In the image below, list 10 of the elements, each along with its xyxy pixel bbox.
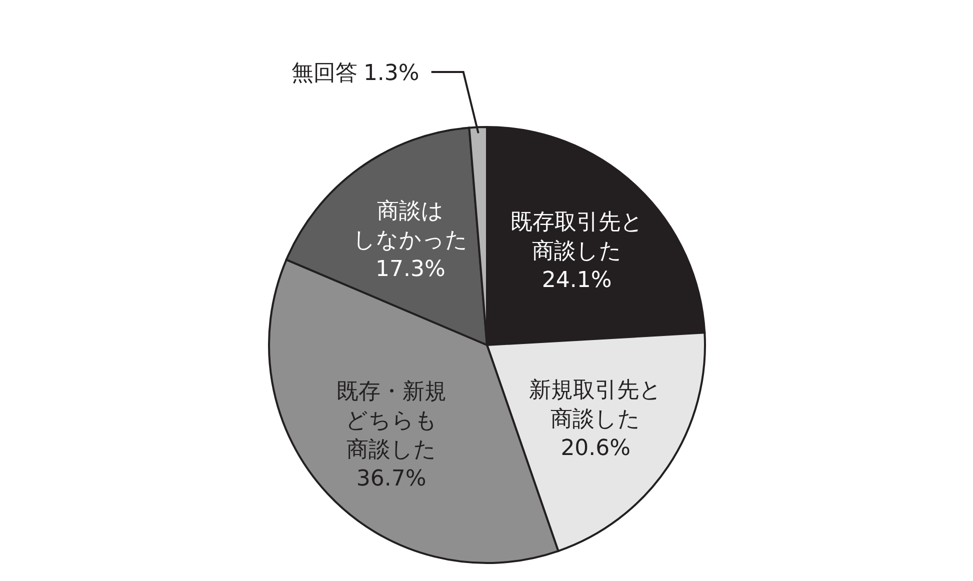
slice-label: 新規取引先と商談した (529, 378, 662, 432)
data-label: 20.6% (560, 436, 631, 461)
slice-label: 既存取引先と商談した (510, 210, 644, 264)
slice-label: 既存・新規どちらも商談した (336, 380, 446, 463)
data-label: 24.1% (542, 268, 612, 293)
data-label: 17.3% (376, 256, 446, 282)
data-label: 1.3% (363, 61, 420, 86)
data-label: 36.7% (356, 466, 426, 492)
slice-label: 商談はしなかった (352, 198, 468, 253)
slice-label: 無回答 (291, 61, 358, 86)
